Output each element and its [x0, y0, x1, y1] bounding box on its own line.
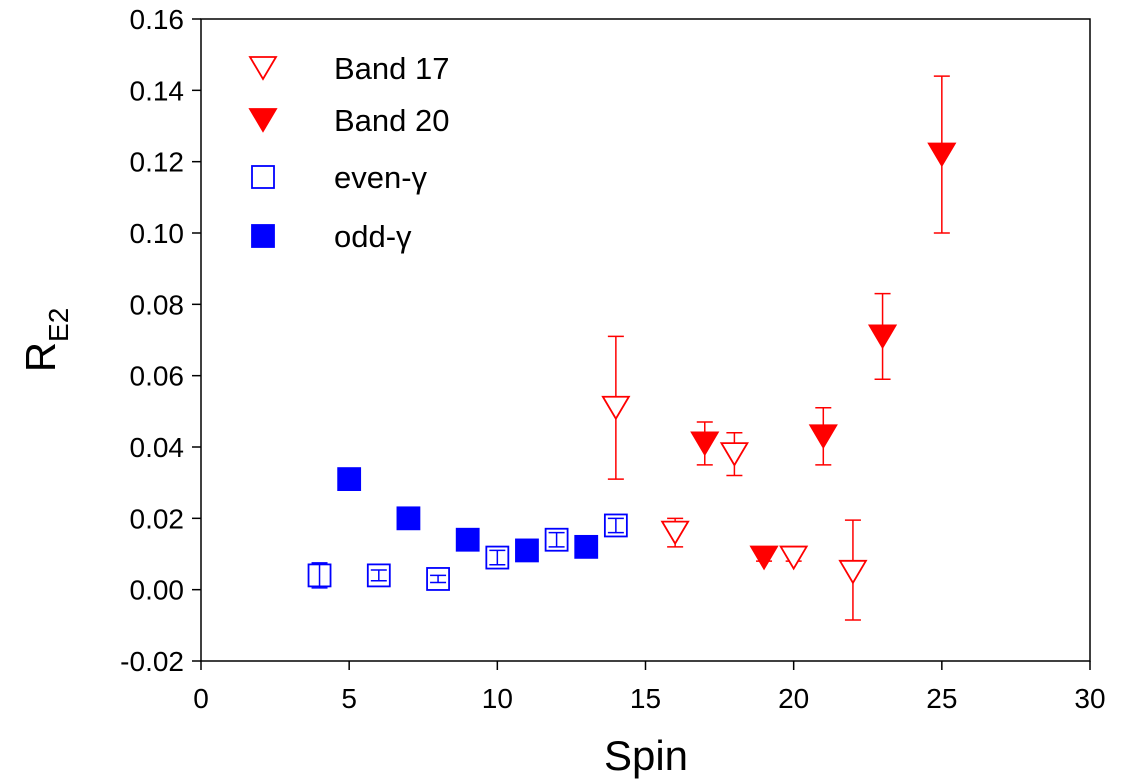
legend-label: even-γ [334, 160, 428, 195]
y-tick-label: 0.12 [130, 147, 185, 178]
legend-marker [251, 224, 275, 248]
x-tick-label: 30 [1074, 683, 1105, 714]
data-point [455, 527, 480, 552]
y-tick-label: 0.08 [130, 289, 185, 320]
y-tick-label: 0.04 [130, 432, 185, 463]
y-tick-label: -0.02 [120, 646, 184, 677]
data-point [366, 563, 391, 588]
legend-label: Band 17 [334, 51, 450, 86]
x-tick-label: 20 [778, 683, 809, 714]
x-tick-label: 0 [193, 683, 209, 714]
data-point [603, 513, 628, 538]
y-tick-label: 0.10 [130, 218, 185, 249]
axes: 0 5 10 15 20 25 30 -0.02 0.00 0.02 0.04 0.06 0.08 0.1… [120, 4, 1105, 714]
data-point [867, 324, 898, 350]
x-tick-label: 10 [482, 683, 513, 714]
data-point [749, 545, 779, 571]
x-tick-label: 5 [341, 683, 357, 714]
y-tick-label: 0.16 [130, 4, 185, 35]
data-point [544, 527, 569, 552]
y-axis-title-main: R [17, 342, 64, 372]
legend-item-3: odd-γ [251, 219, 412, 254]
legend: Band 17 Band 20 even-γ odd-γ [248, 51, 450, 254]
y-axis-title-subscript: E2 [43, 308, 74, 342]
y-tick-label: 0.06 [130, 361, 185, 392]
data-point [426, 567, 450, 591]
series-2 [307, 513, 628, 591]
series-1 [690, 75, 957, 571]
series-0 [601, 335, 868, 621]
legend-label: Band 20 [334, 103, 450, 138]
data-point [574, 534, 599, 559]
data-point [779, 545, 809, 571]
data-marks [307, 75, 957, 621]
legend-item-0: Band 17 [248, 51, 450, 86]
y-tick-label: 0.02 [130, 503, 185, 534]
legend-label: odd-γ [334, 219, 412, 254]
legend-item-2: even-γ [251, 160, 428, 195]
data-point [838, 559, 868, 585]
y-axis-title: RE2 [17, 308, 74, 373]
series-3 [337, 467, 599, 563]
legend-marker [251, 165, 275, 189]
data-point [690, 431, 720, 457]
data-point [719, 442, 749, 467]
svg-text:RE2: RE2 [17, 308, 74, 373]
legend-marker [248, 108, 278, 133]
x-axis-title: Spin [604, 732, 688, 779]
x-tick-label: 15 [630, 683, 661, 714]
data-point [808, 424, 838, 450]
data-point [601, 395, 631, 421]
data-point [927, 142, 957, 168]
data-point [515, 538, 539, 563]
x-tick-label: 25 [926, 683, 957, 714]
data-point [660, 520, 690, 546]
y-tick-label: 0.14 [130, 75, 185, 106]
y-tick-label: 0.00 [130, 575, 185, 606]
legend-item-1: Band 20 [248, 103, 450, 138]
data-point [396, 506, 421, 531]
data-point [337, 467, 362, 492]
data-point [485, 545, 510, 570]
legend-marker [248, 56, 278, 81]
data-point [307, 563, 332, 588]
